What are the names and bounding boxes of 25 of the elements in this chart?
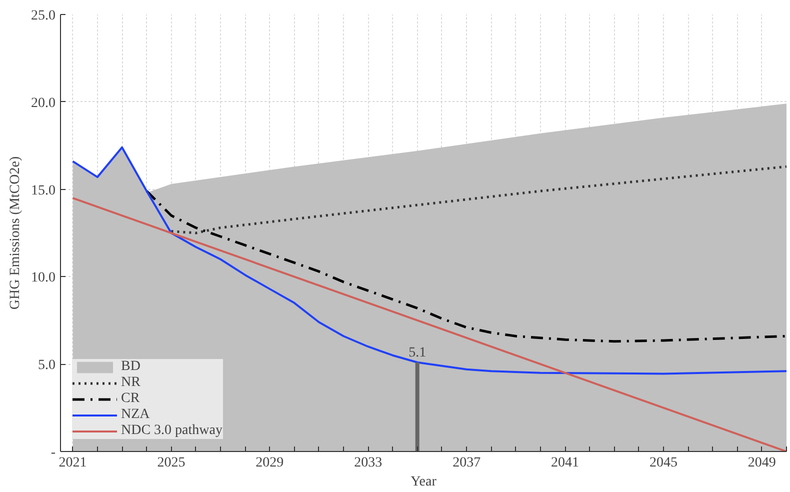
legend-label: NDC 3.0 pathway [121,423,222,439]
y-tick-label: - [50,446,56,460]
x-tick-label: 2025 [157,456,186,470]
legend-label: CR [121,391,141,407]
y-tick-label: 20.0 [31,96,56,111]
legend-label: NR [121,375,141,391]
y-tick-label: 10.0 [31,270,56,286]
legend-label: BD [121,359,141,375]
x-tick-label: 2041 [551,456,580,470]
line-series [145,190,786,343]
y-tick-label: 15.0 [31,183,56,198]
annotation: 5.1 [408,345,426,360]
x-tick-label: 2045 [649,456,678,470]
line-series [170,165,786,234]
x-tick-label: 2049 [748,456,776,470]
x-tick-label: 2021 [58,456,87,470]
y-tick-label: 5.0 [38,358,56,374]
x-axis-title: Year [410,474,437,490]
x-tick-label: 2029 [256,456,284,470]
legend-label: NZA [121,407,150,423]
x-tick-label: 2033 [354,456,382,470]
x-tick-label: 2037 [452,456,481,470]
y-axis-title: GHG Emissions (MtCO2e) [8,156,23,310]
y-tick-label: 25.0 [31,8,56,24]
line-series [72,146,786,375]
